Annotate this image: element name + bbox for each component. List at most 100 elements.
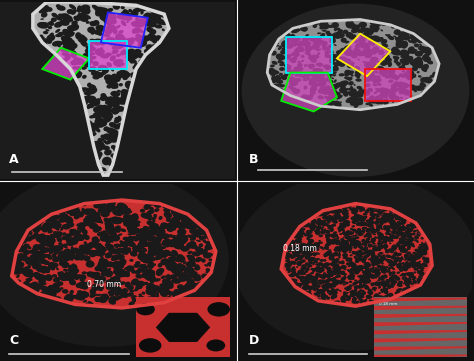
Ellipse shape — [412, 225, 416, 227]
Ellipse shape — [158, 263, 163, 268]
Ellipse shape — [146, 286, 150, 290]
Ellipse shape — [386, 280, 391, 283]
Ellipse shape — [64, 297, 73, 303]
Ellipse shape — [413, 36, 421, 42]
Ellipse shape — [389, 216, 392, 219]
Ellipse shape — [234, 174, 474, 351]
Ellipse shape — [408, 56, 413, 60]
Ellipse shape — [106, 205, 110, 208]
Ellipse shape — [74, 166, 79, 168]
Ellipse shape — [377, 254, 381, 256]
Ellipse shape — [374, 255, 378, 258]
Text: 0.70 mm: 0.70 mm — [87, 280, 121, 289]
Ellipse shape — [423, 53, 429, 59]
Ellipse shape — [326, 274, 332, 277]
Ellipse shape — [346, 287, 349, 290]
Ellipse shape — [47, 285, 55, 290]
Ellipse shape — [388, 36, 394, 40]
Ellipse shape — [327, 232, 330, 234]
Ellipse shape — [148, 124, 155, 129]
Ellipse shape — [159, 79, 163, 81]
Ellipse shape — [424, 223, 429, 227]
Ellipse shape — [305, 249, 308, 251]
Ellipse shape — [364, 216, 367, 219]
Ellipse shape — [403, 89, 410, 96]
Text: D: D — [249, 334, 259, 347]
Ellipse shape — [422, 210, 424, 212]
Ellipse shape — [60, 205, 67, 208]
Ellipse shape — [98, 296, 107, 303]
Ellipse shape — [67, 239, 72, 242]
Ellipse shape — [137, 118, 146, 123]
Ellipse shape — [414, 25, 419, 29]
Ellipse shape — [159, 297, 165, 303]
Ellipse shape — [75, 166, 79, 169]
Ellipse shape — [92, 61, 99, 66]
Ellipse shape — [141, 258, 146, 262]
Ellipse shape — [126, 290, 128, 292]
Ellipse shape — [63, 118, 73, 128]
Ellipse shape — [147, 217, 152, 221]
Ellipse shape — [71, 211, 76, 216]
Ellipse shape — [424, 246, 429, 251]
Ellipse shape — [319, 235, 323, 237]
Ellipse shape — [372, 247, 379, 252]
Ellipse shape — [354, 282, 358, 284]
Ellipse shape — [302, 99, 307, 103]
Ellipse shape — [288, 253, 292, 256]
Ellipse shape — [158, 90, 164, 95]
Ellipse shape — [133, 96, 137, 100]
Ellipse shape — [420, 244, 427, 248]
Ellipse shape — [377, 205, 383, 210]
Ellipse shape — [137, 99, 146, 105]
Ellipse shape — [317, 218, 321, 221]
Ellipse shape — [292, 100, 297, 105]
Ellipse shape — [180, 275, 185, 280]
Ellipse shape — [35, 208, 40, 212]
Ellipse shape — [83, 120, 93, 128]
Ellipse shape — [292, 261, 297, 265]
Ellipse shape — [328, 96, 334, 100]
Ellipse shape — [380, 241, 383, 245]
Ellipse shape — [425, 58, 430, 62]
Ellipse shape — [86, 261, 95, 268]
Ellipse shape — [19, 254, 24, 259]
Ellipse shape — [154, 226, 162, 234]
Ellipse shape — [364, 222, 368, 226]
Ellipse shape — [408, 27, 412, 31]
Ellipse shape — [383, 209, 386, 212]
Ellipse shape — [120, 229, 126, 232]
Ellipse shape — [378, 240, 381, 243]
Ellipse shape — [54, 296, 61, 301]
Ellipse shape — [183, 290, 191, 295]
Ellipse shape — [292, 213, 296, 216]
Ellipse shape — [47, 141, 51, 144]
Ellipse shape — [59, 300, 63, 303]
Ellipse shape — [359, 279, 363, 284]
Ellipse shape — [309, 252, 312, 255]
Ellipse shape — [391, 48, 399, 55]
Ellipse shape — [332, 281, 338, 286]
Ellipse shape — [150, 225, 157, 230]
Ellipse shape — [287, 262, 292, 267]
Ellipse shape — [146, 286, 150, 290]
Ellipse shape — [364, 252, 367, 255]
Ellipse shape — [78, 36, 87, 43]
Ellipse shape — [100, 54, 109, 58]
Ellipse shape — [344, 277, 347, 278]
Ellipse shape — [82, 208, 85, 210]
Ellipse shape — [57, 44, 61, 47]
Ellipse shape — [414, 216, 419, 219]
Ellipse shape — [60, 112, 64, 116]
Ellipse shape — [287, 280, 292, 284]
Ellipse shape — [86, 15, 91, 19]
Ellipse shape — [326, 218, 332, 223]
Ellipse shape — [349, 249, 352, 251]
Ellipse shape — [393, 222, 397, 225]
Ellipse shape — [26, 278, 31, 282]
Ellipse shape — [306, 292, 311, 296]
Ellipse shape — [423, 248, 426, 250]
Ellipse shape — [150, 74, 156, 78]
Ellipse shape — [71, 162, 75, 165]
Ellipse shape — [106, 24, 116, 32]
